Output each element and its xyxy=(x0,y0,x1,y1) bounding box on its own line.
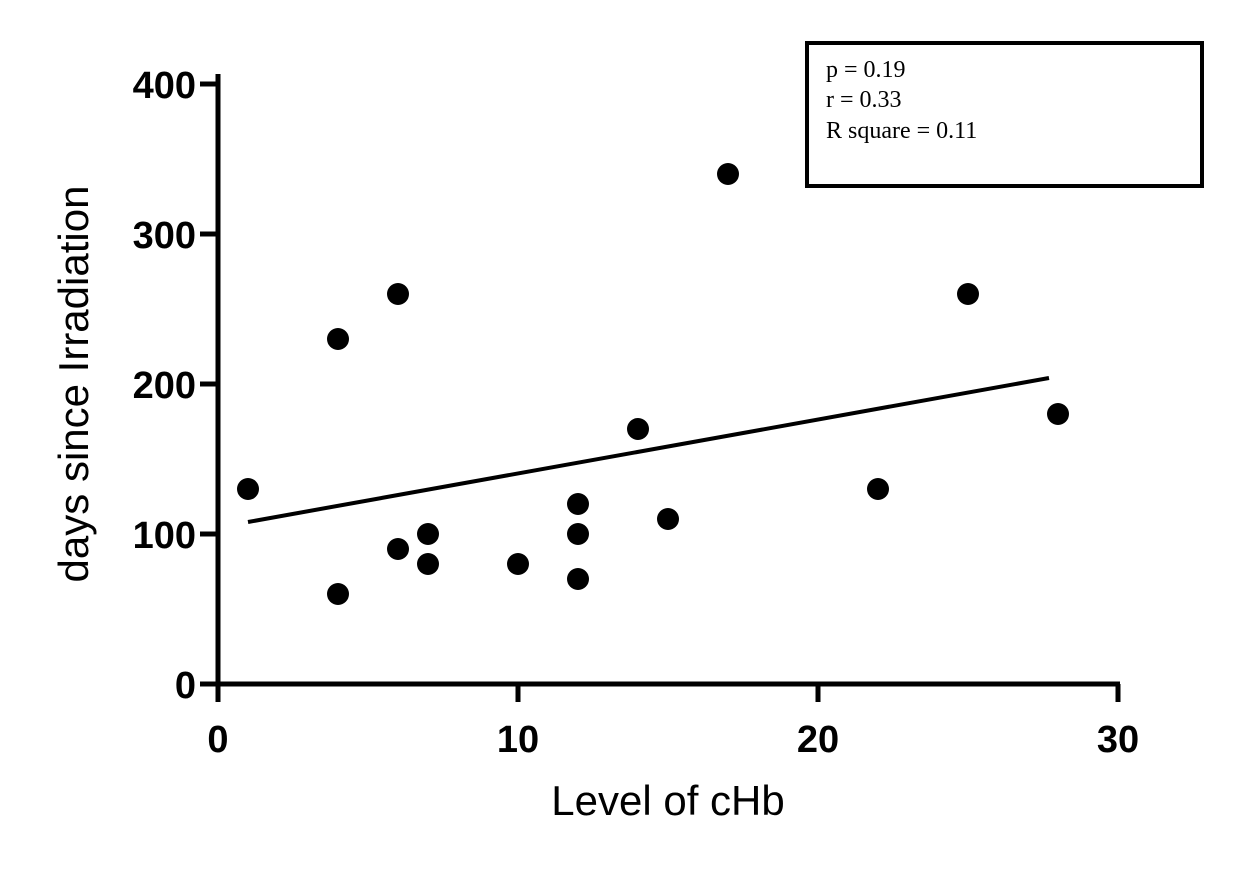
data-point xyxy=(327,328,349,350)
data-points xyxy=(237,163,1069,605)
data-point xyxy=(507,553,529,575)
x-tick-label: 0 xyxy=(207,719,228,761)
data-point xyxy=(1047,403,1069,425)
data-point xyxy=(417,523,439,545)
y-tick-label: 400 xyxy=(133,65,196,107)
data-point xyxy=(657,508,679,530)
y-tick-label: 200 xyxy=(133,365,196,407)
x-tick-label: 30 xyxy=(1097,719,1139,761)
stats-box: p = 0.19 r = 0.33 R square = 0.11 xyxy=(805,41,1204,188)
data-point xyxy=(417,553,439,575)
data-point xyxy=(717,163,739,185)
data-point xyxy=(627,418,649,440)
data-point xyxy=(567,568,589,590)
y-axis-ticks: 0 100 200 300 400 xyxy=(133,65,218,707)
y-tick-label: 100 xyxy=(133,515,196,557)
y-tick-label: 0 xyxy=(175,665,196,707)
stats-r-value: r = 0.33 xyxy=(826,87,902,113)
stats-r-square: R square = 0.11 xyxy=(826,118,977,144)
x-tick-label: 10 xyxy=(497,719,539,761)
x-tick-label: 20 xyxy=(797,719,839,761)
y-axis-title: days since Irradiation xyxy=(50,186,97,583)
x-axis-ticks: 0 10 20 30 xyxy=(207,684,1139,761)
data-point xyxy=(237,478,259,500)
stats-box-frame xyxy=(805,41,1204,188)
data-point xyxy=(387,283,409,305)
data-point xyxy=(957,283,979,305)
data-point xyxy=(387,538,409,560)
x-axis-title: Level of cHb xyxy=(551,777,784,824)
stats-p-value: p = 0.19 xyxy=(826,57,906,83)
regression-line xyxy=(247,376,1050,524)
y-tick-label: 300 xyxy=(133,215,196,257)
data-point xyxy=(567,523,589,545)
data-point xyxy=(567,493,589,515)
data-point xyxy=(327,583,349,605)
data-point xyxy=(867,478,889,500)
